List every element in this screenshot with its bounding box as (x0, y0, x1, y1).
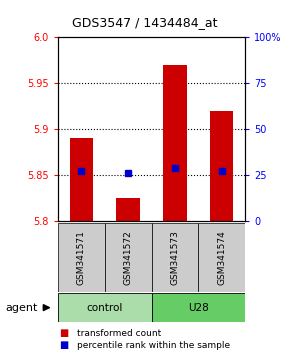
Text: GSM341573: GSM341573 (171, 230, 180, 285)
Bar (198, 223, 245, 292)
Text: GSM341574: GSM341574 (217, 230, 226, 285)
Text: GSM341571: GSM341571 (77, 230, 86, 285)
Text: ■: ■ (59, 340, 69, 350)
Bar (210, 111, 233, 221)
Text: transformed count: transformed count (77, 329, 161, 338)
Bar (70, 138, 93, 221)
Bar (105, 223, 151, 292)
Bar (58, 223, 105, 292)
Text: U28: U28 (188, 303, 209, 313)
Bar (151, 223, 198, 292)
Bar (58, 293, 151, 322)
Text: GDS3547 / 1434484_at: GDS3547 / 1434484_at (72, 16, 218, 29)
Bar (151, 293, 245, 322)
Bar (163, 65, 186, 221)
Text: percentile rank within the sample: percentile rank within the sample (77, 341, 230, 350)
Text: ■: ■ (59, 329, 69, 338)
Text: agent: agent (6, 303, 38, 313)
Text: control: control (87, 303, 123, 313)
Bar (117, 198, 140, 221)
Text: GSM341572: GSM341572 (124, 230, 133, 285)
